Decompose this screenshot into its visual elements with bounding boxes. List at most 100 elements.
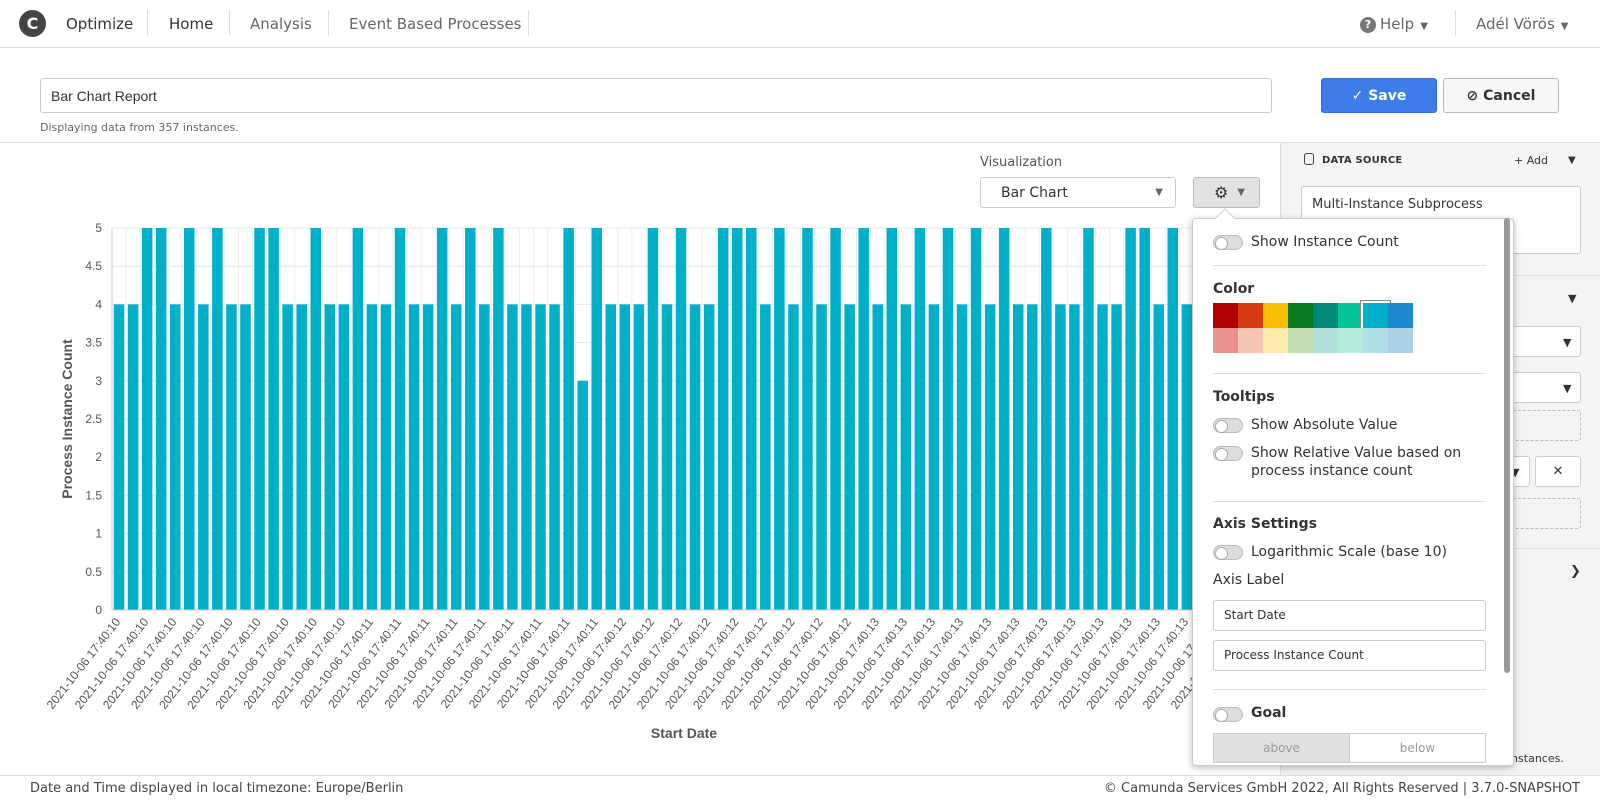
chevron-down-icon[interactable]: ▼ (1568, 155, 1576, 166)
nav-home[interactable]: Home (169, 15, 214, 33)
bar (338, 304, 350, 610)
color-swatch[interactable] (1338, 328, 1363, 353)
bar (184, 228, 195, 610)
show-absolute-value-toggle[interactable] (1213, 418, 1243, 433)
bar (1012, 304, 1024, 610)
y-tick-label: 3.5 (85, 336, 102, 350)
bar (282, 304, 293, 610)
nav-event-based-processes[interactable]: Event Based Processes (349, 15, 522, 33)
bar (465, 228, 476, 610)
help-label: Help (1380, 15, 1415, 33)
y-axis-label-input[interactable]: Process Instance Count (1213, 640, 1486, 671)
color-swatch[interactable] (1238, 328, 1263, 353)
save-button[interactable]: ✓ Save (1321, 78, 1437, 113)
visualization-selected: Bar Chart (1001, 185, 1068, 201)
color-swatch[interactable] (1338, 303, 1363, 328)
bar (507, 304, 518, 610)
color-swatch[interactable] (1313, 303, 1338, 328)
popover-divider (1213, 501, 1486, 502)
bar (830, 228, 841, 610)
bar (942, 228, 954, 610)
bar (858, 228, 869, 610)
user-menu[interactable]: Adél Vörös ▼ (1476, 15, 1569, 33)
color-swatch[interactable] (1263, 328, 1288, 353)
timezone-note: Date and Time displayed in local timezon… (30, 781, 404, 796)
bar (1181, 304, 1193, 610)
color-swatch[interactable] (1263, 303, 1288, 328)
database-icon (1304, 153, 1314, 165)
top-navigation: C Optimize Home Analysis Event Based Pro… (0, 0, 1600, 48)
bar (689, 304, 701, 610)
check-icon: ✓ (1351, 88, 1369, 104)
bar (872, 304, 883, 610)
show-instance-count-toggle[interactable] (1213, 235, 1243, 250)
color-swatch[interactable] (1288, 303, 1313, 328)
instances-note: Displaying data from 357 instances. (40, 121, 239, 134)
color-swatch[interactable] (1388, 328, 1413, 353)
color-swatch[interactable] (1361, 301, 1390, 330)
bar (254, 228, 265, 610)
color-swatch[interactable] (1288, 328, 1313, 353)
show-relative-value-label-line2: process instance count (1251, 463, 1413, 479)
configuration-button[interactable]: ⚙ ▼ (1193, 177, 1260, 208)
y-tick-label: 0.5 (85, 565, 102, 579)
bar (450, 304, 462, 610)
data-source-title: DATA SOURCE (1322, 155, 1403, 166)
add-data-source-button[interactable]: + Add (1514, 154, 1548, 167)
bar (169, 304, 181, 610)
bar (296, 304, 307, 610)
y-tick-label: 0 (95, 603, 102, 617)
x-axis-label-input[interactable]: Start Date (1213, 600, 1486, 631)
bar (746, 228, 757, 610)
bar (1055, 304, 1066, 610)
bar (760, 304, 771, 610)
bar (1069, 304, 1080, 610)
color-swatch[interactable] (1213, 303, 1238, 328)
bar (1097, 304, 1108, 610)
y-tick-label: 2.5 (85, 412, 102, 426)
log-scale-toggle[interactable] (1213, 545, 1243, 560)
goal-below-button[interactable]: below (1349, 733, 1486, 763)
chevron-down-icon[interactable]: ▼ (1568, 292, 1577, 305)
nav-divider (229, 10, 230, 36)
bar (324, 304, 336, 610)
camunda-logo-icon[interactable]: C (19, 10, 46, 37)
color-swatch[interactable] (1388, 303, 1413, 328)
remove-button[interactable]: ✕ (1535, 456, 1581, 487)
report-name-input[interactable] (40, 78, 1272, 113)
y-tick-label: 3 (95, 374, 102, 388)
show-relative-value-toggle[interactable] (1213, 446, 1243, 461)
bar (549, 304, 560, 610)
y-tick-label: 1 (95, 527, 102, 541)
bar (886, 228, 898, 610)
bar (844, 304, 855, 610)
color-swatch[interactable] (1313, 328, 1338, 353)
bar (380, 304, 392, 610)
chevron-down-icon: ▼ (1420, 21, 1428, 32)
goal-toggle[interactable] (1213, 707, 1243, 722)
cancel-circle-icon: ⊘ (1466, 88, 1484, 104)
popover-scrollbar[interactable] (1504, 218, 1510, 673)
help-menu[interactable]: ? Help ▼ (1360, 15, 1428, 33)
nav-divider (147, 10, 148, 36)
bar (731, 228, 743, 610)
bar (1027, 304, 1038, 610)
nav-analysis[interactable]: Analysis (250, 15, 312, 33)
x-axis-title: Start Date (651, 725, 717, 741)
bar (310, 228, 321, 610)
chevron-down-icon: ▼ (1563, 382, 1572, 395)
goal-above-button[interactable]: above (1213, 733, 1350, 763)
color-swatch[interactable] (1213, 328, 1238, 353)
cancel-button[interactable]: ⊘ Cancel (1443, 78, 1559, 113)
color-swatch[interactable] (1238, 303, 1263, 328)
color-swatch[interactable] (1363, 328, 1388, 353)
brand-name[interactable]: Optimize (66, 15, 134, 33)
visualization-select[interactable]: Bar Chart ▼ (980, 177, 1176, 208)
bar (788, 304, 799, 610)
nav-divider (1455, 10, 1456, 36)
bar (619, 304, 631, 610)
bar (141, 228, 153, 610)
chevron-right-icon[interactable]: ❯ (1570, 564, 1581, 579)
popover-divider (1213, 373, 1486, 374)
chevron-down-icon: ▼ (1560, 21, 1569, 32)
